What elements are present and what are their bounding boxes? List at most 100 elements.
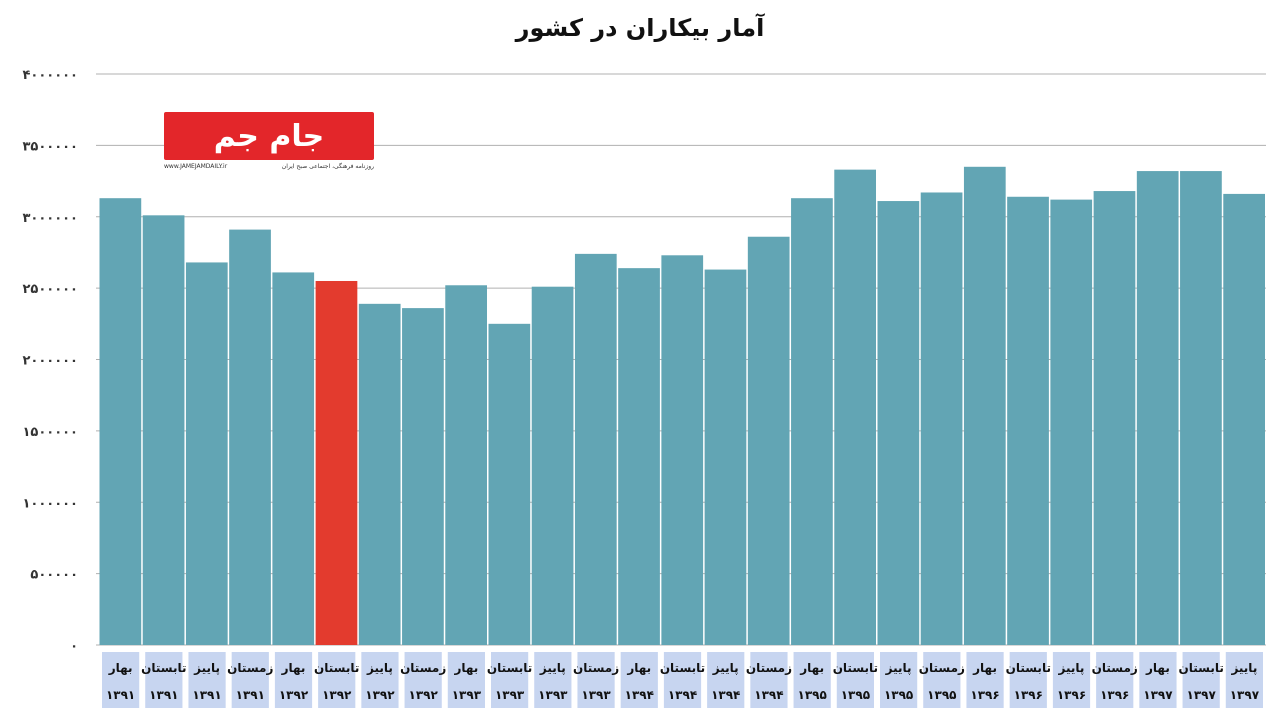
x-tick-season: بهار	[281, 661, 306, 675]
y-tick-label: ۱۵۰۰۰۰۰	[22, 425, 78, 440]
x-tick-season: تابستان	[141, 661, 186, 675]
bar	[747, 236, 790, 646]
y-tick-label: ۳۰۰۰۰۰۰	[22, 211, 78, 226]
bar	[1180, 171, 1222, 645]
x-tick-season: تابستان	[833, 661, 878, 675]
x-tick-year: ۱۳۹۷	[1230, 688, 1260, 702]
x-tick-year: ۱۳۹۳	[581, 688, 611, 702]
x-tick-year: ۱۳۹۷	[1143, 688, 1173, 702]
x-tick-year: ۱۳۹۱	[192, 688, 221, 702]
x-label-bg	[1052, 652, 1091, 708]
x-tick-year: ۱۳۹۲	[322, 688, 352, 702]
x-label-bg	[577, 652, 615, 708]
x-tick-year: ۱۳۹۴	[625, 688, 654, 702]
x-tick-year: ۱۳۹۵	[798, 688, 827, 702]
x-label-bg	[534, 652, 572, 708]
bar	[1093, 191, 1136, 645]
x-label-bg	[491, 652, 529, 708]
x-tick-year: ۱۳۹۴	[668, 688, 697, 702]
y-tick-label: ۲۰۰۰۰۰۰	[22, 354, 78, 369]
bar	[1223, 193, 1265, 645]
bar	[1007, 196, 1049, 645]
bar	[445, 285, 487, 645]
x-tick-year: ۱۳۹۶	[970, 688, 999, 702]
x-tick-year: ۱۳۹۱	[149, 688, 178, 702]
x-tick-season: پاییز	[712, 661, 739, 675]
x-label-bg	[1182, 652, 1220, 708]
logo-site: www.JAMEJAMDAILY.ir	[164, 163, 228, 170]
x-label-bg	[188, 652, 226, 708]
logo-subline: www.JAMEJAMDAILY.ir روزنامه فرهنگی، اجتم…	[164, 163, 374, 175]
x-tick-season: زمستان	[919, 661, 965, 675]
bar	[791, 198, 833, 645]
bar	[99, 198, 142, 645]
x-label-bg	[447, 652, 485, 708]
bar	[402, 308, 444, 645]
bar	[488, 323, 531, 645]
x-tick-year: ۱۳۹۲	[409, 688, 439, 702]
x-label-bg	[274, 652, 313, 708]
y-tick-label: ۲۵۰۰۰۰۰	[22, 282, 78, 297]
bar	[1050, 199, 1093, 645]
x-label-bg	[663, 652, 702, 708]
x-tick-year: ۱۳۹۵	[927, 688, 956, 702]
bar	[661, 255, 704, 646]
y-tick-label: ۴۰۰۰۰۰۰	[22, 68, 78, 83]
x-tick-season: پاییز	[193, 661, 220, 675]
x-tick-season: زمستان	[573, 661, 619, 675]
x-label-bg	[1096, 652, 1134, 708]
x-tick-season: پاییز	[1058, 661, 1085, 675]
chart-title: آمار بیکاران در کشور	[515, 14, 765, 42]
x-tick-season: پاییز	[539, 661, 566, 675]
jamejam-logo: جام جم	[164, 112, 374, 160]
logo-text: جام جم	[213, 118, 325, 154]
x-tick-season: پاییز	[1230, 661, 1257, 675]
x-tick-season: زمستان	[400, 661, 446, 675]
x-tick-season: تابستان	[1178, 661, 1223, 675]
bar	[618, 268, 660, 645]
x-tick-year: ۱۳۹۵	[884, 688, 913, 702]
x-tick-season: پاییز	[366, 661, 393, 675]
bar	[834, 169, 876, 645]
x-tick-year: ۱۳۹۳	[495, 688, 525, 702]
x-label-bg	[793, 652, 831, 708]
x-label-bg	[1225, 652, 1263, 708]
x-tick-season: بهار	[799, 661, 824, 675]
x-tick-year: ۱۳۹۵	[841, 688, 870, 702]
x-tick-year: ۱۳۹۶	[1014, 688, 1043, 702]
x-tick-season: بهار	[108, 661, 133, 675]
x-label-bg	[750, 652, 788, 708]
x-tick-season: پاییز	[885, 661, 912, 675]
x-tick-season: زمستان	[227, 661, 273, 675]
x-tick-year: ۱۳۹۱	[236, 688, 265, 702]
x-tick-season: زمستان	[746, 661, 792, 675]
x-label-bg	[145, 652, 183, 708]
x-tick-year: ۱۳۹۴	[754, 688, 783, 702]
x-tick-year: ۱۳۹۴	[711, 688, 740, 702]
x-label-bg	[404, 652, 442, 708]
x-tick-season: بهار	[453, 661, 478, 675]
x-label-bg	[318, 652, 356, 708]
x-label-bg	[620, 652, 658, 708]
bar	[142, 215, 185, 645]
bar	[574, 253, 617, 646]
x-label-bg	[1139, 652, 1177, 708]
x-tick-year: ۱۳۹۶	[1057, 688, 1086, 702]
bar	[963, 166, 1006, 645]
y-tick-label: ۳۵۰۰۰۰۰	[22, 139, 78, 154]
x-label-bg	[880, 652, 918, 708]
x-label-bg	[231, 652, 269, 708]
x-tick-year: ۱۳۹۶	[1100, 688, 1129, 702]
bar	[315, 280, 358, 645]
x-label-bg	[102, 652, 140, 708]
logo-tagline: روزنامه فرهنگی، اجتماعی صبح ایران	[281, 163, 374, 170]
x-tick-season: بهار	[972, 661, 997, 675]
y-tick-label: ۵۰۰۰۰۰	[30, 568, 78, 583]
x-tick-year: ۱۳۹۳	[538, 688, 568, 702]
y-tick-label: ۰	[70, 639, 78, 654]
x-tick-year: ۱۳۹۱	[106, 688, 135, 702]
x-label-bg	[836, 652, 874, 708]
bar	[272, 272, 315, 645]
x-label-bg	[966, 652, 1004, 708]
